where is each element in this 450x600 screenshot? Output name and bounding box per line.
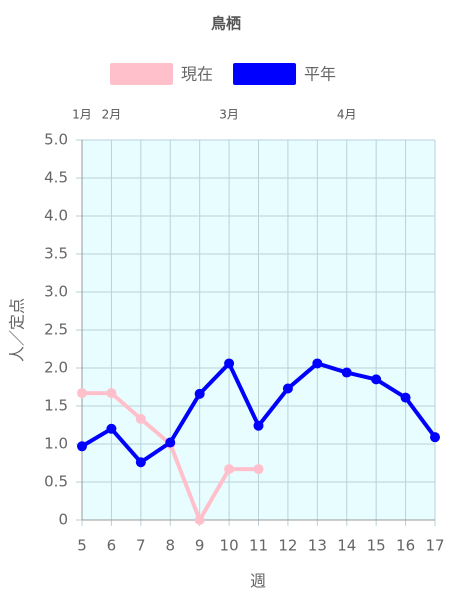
data-point bbox=[194, 388, 205, 399]
y-tick-label: 4.0 bbox=[44, 207, 68, 225]
chart-title: 鳥栖 bbox=[211, 15, 241, 33]
x-tick-label: 14 bbox=[337, 537, 356, 555]
data-point bbox=[135, 457, 146, 468]
legend-label: 平年 bbox=[304, 65, 336, 84]
data-point bbox=[165, 437, 176, 448]
y-tick-label: 0 bbox=[58, 511, 68, 529]
data-point bbox=[400, 392, 411, 403]
x-tick-label: 5 bbox=[77, 537, 87, 555]
x-tick-label: 17 bbox=[425, 537, 444, 555]
month-label: 3月 bbox=[219, 108, 239, 122]
x-tick-label: 10 bbox=[220, 537, 239, 555]
y-tick-label: 0.5 bbox=[44, 473, 68, 491]
x-tick-label: 9 bbox=[195, 537, 205, 555]
data-point bbox=[106, 388, 117, 399]
data-point bbox=[371, 374, 382, 385]
legend-label: 現在 bbox=[181, 65, 213, 84]
data-point bbox=[253, 464, 264, 475]
y-tick-label: 2.0 bbox=[44, 359, 68, 377]
y-tick-label: 1.0 bbox=[44, 435, 68, 453]
x-tick-label: 13 bbox=[308, 537, 327, 555]
y-tick-label: 2.5 bbox=[44, 321, 68, 339]
x-tick-label: 8 bbox=[165, 537, 175, 555]
x-tick-label: 15 bbox=[367, 537, 386, 555]
data-point bbox=[224, 358, 235, 369]
y-tick-label: 3.0 bbox=[44, 283, 68, 301]
legend-swatch bbox=[233, 63, 297, 85]
x-tick-label: 6 bbox=[107, 537, 117, 555]
data-point bbox=[106, 423, 117, 434]
data-point bbox=[224, 464, 235, 475]
y-tick-label: 4.5 bbox=[44, 169, 68, 187]
x-tick-label: 16 bbox=[396, 537, 415, 555]
data-point bbox=[312, 358, 323, 369]
x-tick-label: 12 bbox=[278, 537, 297, 555]
data-point bbox=[341, 367, 352, 378]
data-point bbox=[77, 388, 87, 399]
legend-swatch bbox=[110, 63, 173, 85]
x-axis-label: 週 bbox=[250, 572, 266, 591]
data-point bbox=[253, 420, 264, 431]
x-tick-label: 7 bbox=[136, 537, 146, 555]
month-label: 2月 bbox=[102, 108, 122, 122]
y-tick-label: 3.5 bbox=[44, 245, 68, 263]
data-point bbox=[77, 441, 87, 452]
month-label: 1月 bbox=[72, 108, 92, 122]
y-tick-label: 1.5 bbox=[44, 397, 68, 415]
data-point bbox=[430, 432, 440, 443]
data-point bbox=[194, 515, 205, 525]
y-tick-label: 5.0 bbox=[44, 131, 68, 149]
data-point bbox=[135, 413, 146, 424]
x-tick-label: 11 bbox=[249, 537, 268, 555]
month-label: 4月 bbox=[337, 108, 357, 122]
y-axis-label: 人／定点 bbox=[8, 298, 27, 362]
data-point bbox=[282, 383, 293, 394]
